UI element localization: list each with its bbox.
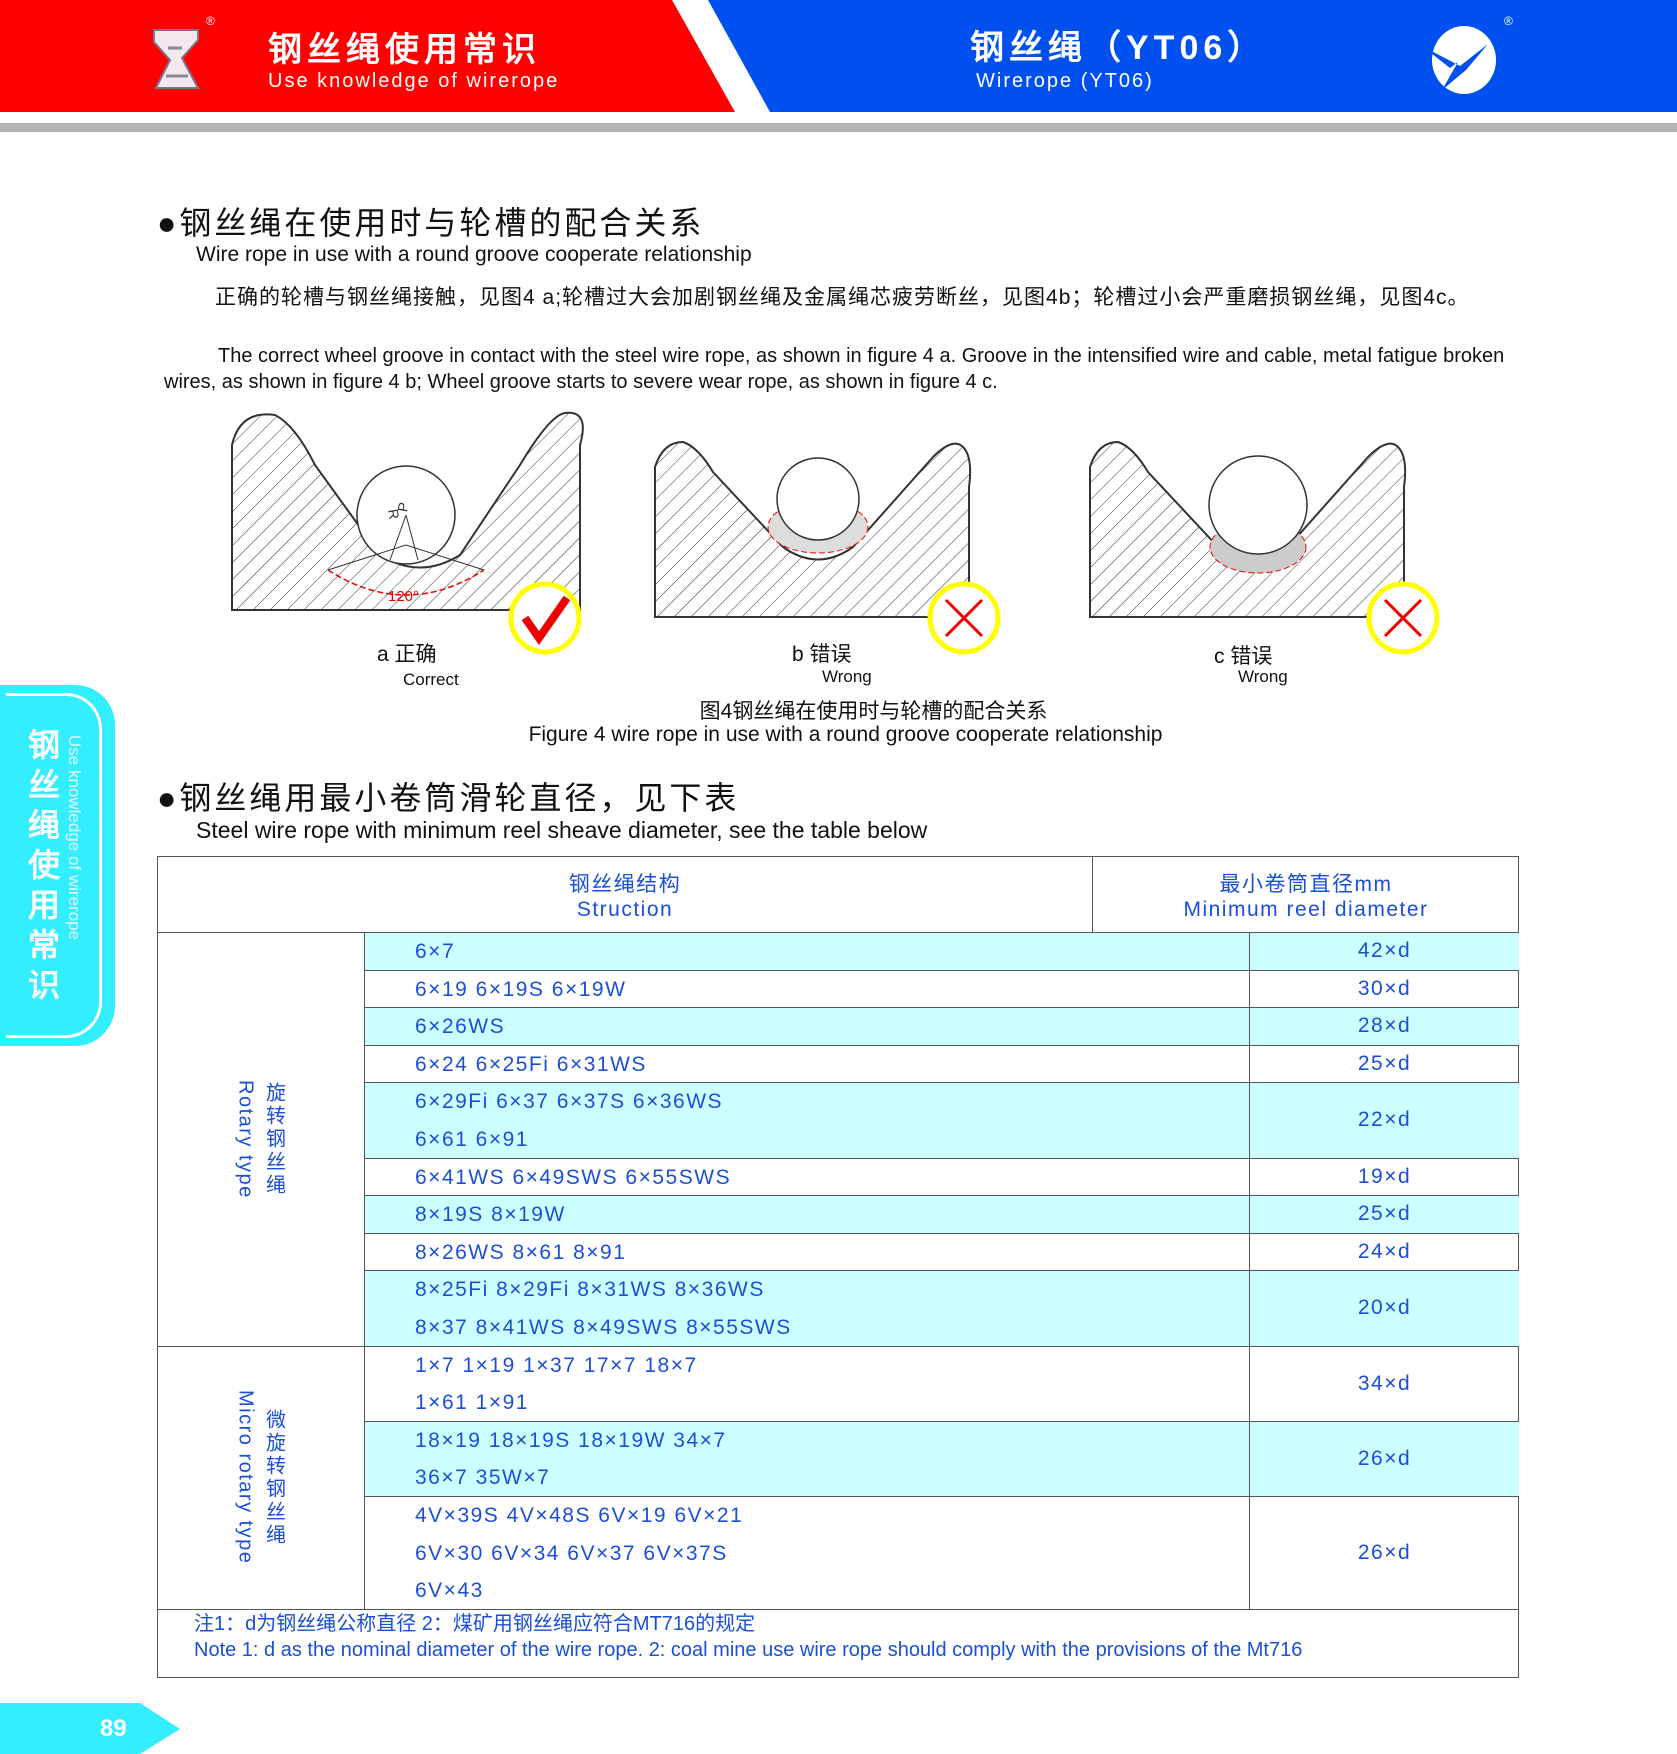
section1-subtitle: Wire rope in use with a round groove coo… (196, 243, 752, 266)
group-label: 微旋转钢丝绳 Micro rotary type (158, 1347, 364, 1610)
bird-logo-icon (1422, 26, 1496, 94)
figure-b-sublabel: Wrong (822, 667, 872, 686)
struction-line: 8×37 8×41WS 8×49SWS 8×55SWS (415, 1315, 792, 1339)
table-row-struction: 6×26WS (364, 1008, 1249, 1046)
struction-line: 36×7 35W×7 (415, 1466, 551, 1490)
table-row-min-diameter: 26×d (1249, 1497, 1519, 1610)
header-title-en: Use knowledge of wirerope (268, 70, 560, 92)
struction-line: 18×19 18×19S 18×19W 34×7 (415, 1428, 727, 1452)
struction-line: 4V×39S 4V×48S 6V×19 6V×21 (415, 1504, 744, 1527)
table-row-struction: 8×19S 8×19W (364, 1196, 1249, 1234)
group-label-en: Micro rotary type (234, 1390, 257, 1565)
page-number: 89 (100, 1715, 127, 1742)
table-row-struction: 6×29Fi 6×37 6×37S 6×36WS 6×61 6×91 (364, 1083, 1249, 1159)
struction-line: 6×29Fi 6×37 6×37S 6×36WS (415, 1090, 724, 1114)
table-row-min-diameter: 28×d (1249, 1008, 1519, 1046)
struction-line: 1×61 1×91 (415, 1391, 529, 1415)
table-row-min-diameter: 34×d (1249, 1346, 1519, 1422)
header-left-banner (0, 0, 735, 112)
product-title-cn: 钢丝绳（YT06） (970, 29, 1267, 67)
figure-caption-cn: 图4钢丝绳在使用时与轮槽的配合关系 (699, 700, 1048, 723)
table-row-min-diameter: 24×d (1249, 1233, 1519, 1272)
table-row-min-diameter: 42×d (1249, 933, 1519, 971)
table-row-struction: 6×41WS 6×49SWS 6×55SWS (364, 1158, 1249, 1197)
table-row-min-diameter: 25×d (1249, 1045, 1519, 1084)
struction-line: 6×41WS 6×49SWS 6×55SWS (415, 1165, 732, 1189)
table-row-min-diameter: 20×d (1249, 1271, 1519, 1347)
table-row-struction: 18×19 18×19S 18×19W 34×7 36×7 35W×7 (364, 1421, 1249, 1497)
registered-mark: ® (1504, 14, 1513, 28)
min-diameter-table: 钢丝绳结构 Struction 最小卷筒直径mm Minimum reel diam… (157, 856, 1519, 1678)
group-label-cn: 微旋转钢丝绳 (262, 1408, 285, 1547)
header-title-cn: 钢丝绳使用常识 (268, 31, 541, 69)
bullet-icon: ● (157, 205, 180, 241)
page-number-tab: 89 (0, 1703, 180, 1754)
cross-icon (1366, 581, 1440, 655)
table-row-struction: 6×7 (364, 933, 1249, 971)
registered-mark: ® (206, 14, 215, 28)
figure-caption-en: Figure 4 wire rope in use with a round g… (528, 723, 1163, 746)
product-title-en: Wirerope (YT06) (976, 70, 1154, 92)
table-row-struction: 1×7 1×19 1×37 17×7 18×7 1×61 1×91 (364, 1346, 1249, 1422)
divider (0, 123, 1677, 132)
svg-text:120°: 120° (388, 588, 419, 605)
cross-icon (927, 581, 1001, 655)
table-row-struction: 4V×39S 4V×48S 6V×19 6V×21 6V×30 6V×34 6V×… (364, 1497, 1249, 1610)
section1-title: ●钢丝绳在使用时与轮槽的配合关系 (157, 205, 705, 241)
section1-paragraph-en: The correct wheel groove in contact with… (164, 345, 1505, 393)
svg-text:R: R (385, 508, 403, 521)
figure-b-label: b 错误 (792, 643, 852, 666)
struction-line: 8×25Fi 8×29Fi 8×31WS 8×36WS (415, 1278, 765, 1302)
struction-line: 6×61 6×91 (415, 1127, 529, 1151)
figure-c-sublabel: Wrong (1238, 667, 1288, 686)
figure-c-groove (1089, 440, 1407, 618)
table-row-struction: 6×24 6×25Fi 6×31WS (364, 1045, 1249, 1084)
side-tab-title-cn: 钢丝绳使用常识 (28, 727, 61, 1003)
figure-a-sublabel: Correct (403, 670, 459, 689)
figure-b-groove (654, 440, 972, 618)
header-right-banner (708, 0, 1677, 112)
table-row-struction: 8×26WS 8×61 8×91 (364, 1233, 1249, 1272)
struction-line: 6×26WS (415, 1015, 506, 1039)
table-row-struction: 8×25Fi 8×29Fi 8×31WS 8×36WS 8×37 8×41WS 8… (364, 1271, 1249, 1347)
group-label-cn: 旋转钢丝绳 (262, 1081, 285, 1197)
group-label-en: Rotary type (234, 1079, 257, 1199)
header-min-diameter: 最小卷筒直径mm Minimum reel diameter (1092, 857, 1519, 933)
table-note: 注1：d为钢丝绳公称直径 2：煤矿用钢丝绳应符合MT716的规定 Note 1:… (194, 1613, 1303, 1661)
table-row-min-diameter: 25×d (1249, 1196, 1519, 1234)
table-row-min-diameter: 26×d (1249, 1421, 1519, 1497)
table-row-min-diameter: 22×d (1249, 1083, 1519, 1159)
side-tab-title-en: Use knowledge of wirerope (65, 735, 84, 941)
struction-line: 6V×43 (415, 1579, 484, 1603)
table-row-min-diameter: 19×d (1249, 1158, 1519, 1197)
group-label: 旋转钢丝绳 Rotary type (158, 933, 364, 1347)
figure-a-label: a 正确 (377, 643, 437, 666)
svg-text:P: P (394, 501, 411, 513)
section2-subtitle: Steel wire rope with minimum reel sheave… (196, 817, 928, 843)
brand-logo-icon (153, 29, 200, 89)
side-tab: 钢丝绳使用常识 Use knowledge of wirerope (0, 685, 115, 1046)
struction-line: 6V×30 6V×34 6V×37 6V×37S (415, 1541, 728, 1565)
struction-line: 6×19 6×19S 6×19W (415, 977, 627, 1001)
figure-c-label: c 错误 (1214, 645, 1273, 668)
section1-paragraph-cn: 正确的轮槽与钢丝绳接触，见图4 a;轮槽过大会加剧钢丝绳及金属绳芯疲劳断丝，见图… (215, 286, 1470, 309)
struction-line: 8×26WS 8×61 8×91 (415, 1240, 627, 1264)
struction-line: 1×7 1×19 1×37 17×7 18×7 (415, 1353, 698, 1377)
section2-title: ●钢丝绳用最小卷筒滑轮直径，见下表 (157, 780, 740, 816)
groove-figures: RP 120° (231, 411, 1440, 655)
figure-a-groove: RP 120° (231, 411, 584, 611)
table-row-min-diameter: 30×d (1249, 970, 1519, 1009)
header-struction: 钢丝绳结构 Struction (158, 857, 1092, 933)
struction-line: 6×7 (415, 940, 456, 963)
check-icon (508, 581, 582, 655)
struction-line: 8×19S 8×19W (415, 1203, 566, 1227)
table-row-struction: 6×19 6×19S 6×19W (364, 970, 1249, 1009)
bullet-icon: ● (157, 780, 180, 816)
struction-line: 6×24 6×25Fi 6×31WS (415, 1052, 647, 1076)
